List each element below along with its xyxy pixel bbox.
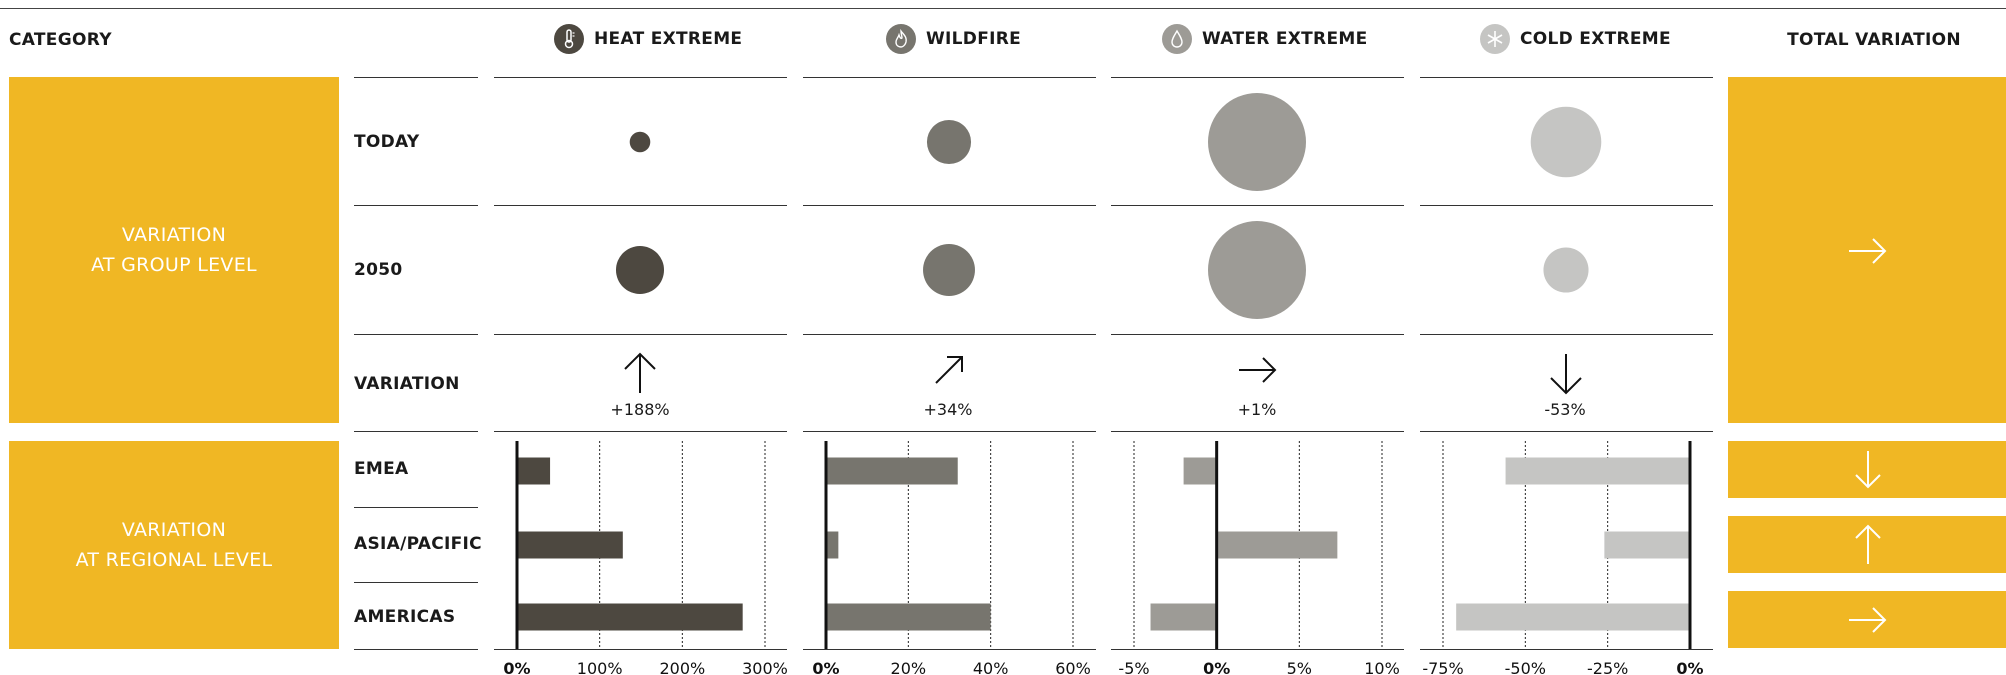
row-label-emea: EMEA <box>354 459 409 479</box>
rule <box>354 507 478 508</box>
variation-arrow-wildfire <box>935 356 963 384</box>
arrow-up-icon <box>1855 524 1881 564</box>
bar-heat-americas <box>517 603 743 631</box>
tick-label-heat: 300% <box>742 659 788 675</box>
regional-level-label: VARIATION AT REGIONAL LEVEL <box>75 519 273 571</box>
bubble-today-wildfire <box>926 119 972 165</box>
bar-wildfire-americas <box>826 603 991 631</box>
group-level-label: VARIATION AT GROUP LEVEL <box>91 224 257 276</box>
rule <box>354 649 478 650</box>
col-header-heat: HEAT EXTREME <box>554 24 742 54</box>
col-header-water: WATER EXTREME <box>1162 24 1368 54</box>
arrow-right-icon <box>1849 238 1887 264</box>
bar-water-americas <box>1150 603 1217 631</box>
bar-cold-americas <box>1456 603 1690 631</box>
arrow-down-icon <box>1855 451 1881 489</box>
bar-cold-emea <box>1505 457 1690 485</box>
category-header: CATEGORY <box>9 30 112 50</box>
tick-label-cold: -75% <box>1422 659 1463 675</box>
tick-label-cold: 0% <box>1676 659 1703 675</box>
row-label-today: TODAY <box>354 132 420 152</box>
rule <box>354 334 478 335</box>
row-label-variation: VARIATION <box>354 374 460 394</box>
tick-label-wildfire: 0% <box>812 659 839 675</box>
tick-label-wildfire: 40% <box>973 659 1009 675</box>
bar-water-asia <box>1216 531 1338 559</box>
arrow-right-icon <box>1849 607 1887 633</box>
snowflake-icon <box>1480 24 1510 54</box>
variation-label-water: +1% <box>1237 400 1277 419</box>
tick-label-heat: 100% <box>577 659 623 675</box>
rule <box>354 431 478 432</box>
bar-heat-emea <box>517 457 551 485</box>
variation-label-cold: -53% <box>1544 400 1586 419</box>
total-americas-block <box>1728 591 2006 648</box>
tick-label-wildfire: 20% <box>891 659 927 675</box>
col-header-cold: COLD EXTREME <box>1480 24 1671 54</box>
bubble-today-water <box>1208 93 1306 191</box>
bar-wildfire-emea <box>826 457 958 485</box>
tick-label-heat: 200% <box>659 659 705 675</box>
row-label-asia: ASIA/PACIFIC <box>354 534 482 554</box>
variation-label-heat: +188% <box>610 400 670 419</box>
tick-label-water: 0% <box>1203 659 1230 675</box>
variation-label-wildfire: +34% <box>923 400 973 419</box>
row-label-americas: AMERICAS <box>354 607 456 627</box>
bar-wildfire-asia <box>826 531 839 559</box>
regional-level-block: VARIATION AT REGIONAL LEVEL <box>9 441 339 649</box>
tick-label-water: 10% <box>1364 659 1400 675</box>
bubble-2050-water <box>1208 221 1306 319</box>
water-drop-icon <box>1162 24 1192 54</box>
total-asia-block <box>1728 516 2006 573</box>
bar-water-emea <box>1183 457 1217 485</box>
flame-icon <box>886 24 916 54</box>
tick-label-heat: 0% <box>503 659 530 675</box>
rule <box>354 77 478 78</box>
tick-label-water: -5% <box>1118 659 1149 675</box>
rule <box>354 582 478 583</box>
bar-heat-asia <box>517 531 623 559</box>
variation-arrow-heat <box>624 352 656 393</box>
bubble-2050-heat <box>615 245 665 295</box>
col-header-label: WILDFIRE <box>926 29 1022 49</box>
col-header-label: COLD EXTREME <box>1520 29 1671 49</box>
col-header-label: WATER EXTREME <box>1202 29 1368 49</box>
group-level-block: VARIATION AT GROUP LEVEL <box>9 77 339 423</box>
tick-label-cold: -50% <box>1505 659 1546 675</box>
bar-cold-asia <box>1604 531 1690 559</box>
total-group-block <box>1728 77 2006 423</box>
thermometer-icon <box>554 24 584 54</box>
tick-label-wildfire: 60% <box>1055 659 1091 675</box>
bubble-today-cold <box>1530 106 1602 178</box>
variation-arrow-cold <box>1550 354 1582 395</box>
col-header-label: HEAT EXTREME <box>594 29 743 49</box>
total-emea-block <box>1728 441 2006 498</box>
variation-arrow-water <box>1239 357 1277 383</box>
col-header-wildfire: WILDFIRE <box>886 24 1021 54</box>
rule <box>354 205 478 206</box>
bubble-2050-cold <box>1543 247 1589 293</box>
total-variation-header: TOTAL VARIATION <box>1787 30 1961 50</box>
bubble-2050-wildfire <box>923 244 975 296</box>
row-label-2050: 2050 <box>354 260 403 280</box>
top-rule <box>0 8 2006 9</box>
tick-label-cold: -25% <box>1587 659 1628 675</box>
bubble-today-heat <box>629 131 651 153</box>
tick-label-water: 5% <box>1287 659 1312 675</box>
